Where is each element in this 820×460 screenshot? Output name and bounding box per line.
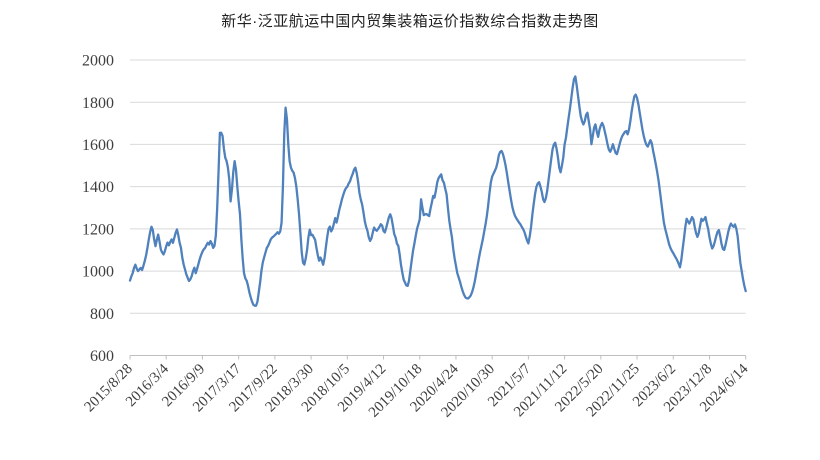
chart-title: 新华·泛亚航运中国内贸集装箱运价指数综合指数走势图: [221, 13, 599, 30]
x-axis: [129, 355, 747, 360]
y-gridlines: [130, 59, 746, 314]
y-tick-label: 1400: [82, 179, 114, 196]
y-tick-label: 800: [90, 306, 114, 323]
y-tick-label: 1600: [82, 137, 114, 154]
y-tick-label: 1200: [82, 221, 114, 238]
y-tick-label: 1800: [82, 95, 114, 112]
x-tick-labels: 2015/8/282016/3/42016/9/92017/3/172017/9…: [81, 361, 751, 421]
x-tick-label: 2015/8/28: [81, 361, 135, 415]
series-line: [128, 75, 747, 307]
y-tick-label: 1000: [82, 264, 114, 281]
y-tick-label: 2000: [82, 53, 114, 70]
y-tick-label: 600: [90, 348, 114, 365]
y-axis-labels: 600 800 1000 1200 1400 1600 1800 2000: [82, 53, 114, 366]
